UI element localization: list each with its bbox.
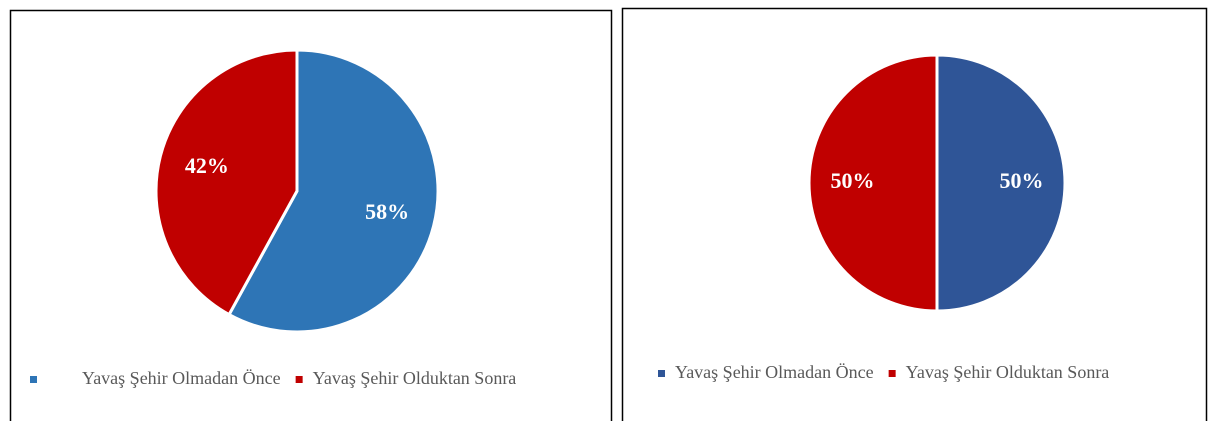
legend-label: Yavaş Şehir Olmadan Önce xyxy=(675,362,874,382)
legend-marker xyxy=(658,370,665,377)
legend-label: Yavaş Şehir Olduktan Sonra xyxy=(313,368,517,388)
legend-marker xyxy=(295,376,303,383)
pie-slice xyxy=(807,53,939,313)
data-label: 50% xyxy=(999,168,1043,193)
data-label: 58% xyxy=(365,199,409,224)
legend-label: Yavaş Şehir Olmadan Önce xyxy=(82,368,281,388)
data-label: 50% xyxy=(831,168,875,193)
legend-label: Yavaş Şehir Olduktan Sonra xyxy=(906,362,1110,382)
data-label: 42% xyxy=(185,153,229,178)
pie-slice xyxy=(227,48,440,334)
legend-marker xyxy=(888,370,896,377)
pie-slice xyxy=(154,48,299,317)
legend-marker xyxy=(30,376,37,383)
pie-slice xyxy=(935,53,1067,313)
